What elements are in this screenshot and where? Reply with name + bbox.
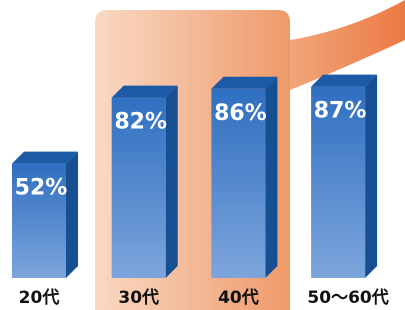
x-tick-label: 40代 [218, 287, 259, 308]
chart: 52% 20代 82% 30代 86% 40代 87% 50〜60代 [0, 0, 405, 310]
x-tick-label: 20代 [19, 287, 60, 308]
bar-side [365, 75, 377, 278]
value-label: 86% [214, 101, 267, 126]
bar [12, 152, 78, 278]
bar-side [265, 77, 277, 278]
value-label: 52% [15, 176, 68, 201]
bar-side [66, 152, 78, 278]
x-tick-label: 50〜60代 [307, 287, 388, 308]
x-tick-label: 30代 [118, 287, 159, 308]
bar-side [166, 86, 178, 278]
value-label: 87% [314, 99, 367, 124]
value-label: 82% [114, 110, 167, 135]
